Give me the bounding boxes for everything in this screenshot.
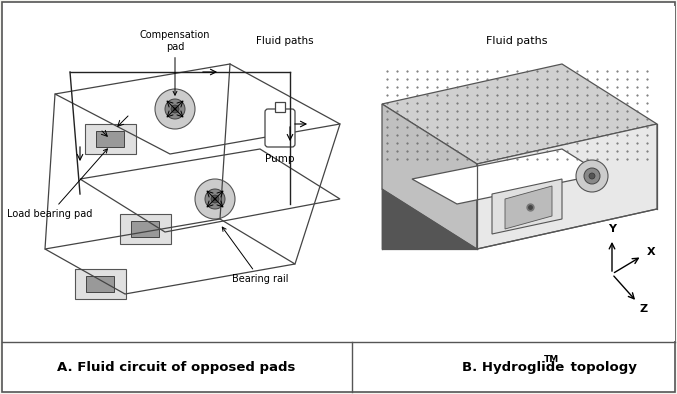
FancyBboxPatch shape	[85, 124, 135, 154]
Polygon shape	[412, 149, 602, 204]
Text: TM: TM	[544, 355, 559, 364]
Circle shape	[155, 89, 195, 129]
Bar	[353, 6, 675, 341]
FancyBboxPatch shape	[86, 276, 114, 292]
FancyBboxPatch shape	[96, 131, 124, 147]
Text: Bearing rail: Bearing rail	[222, 227, 288, 284]
Text: Z: Z	[640, 304, 648, 314]
Text: A. Fluid circuit of opposed pads: A. Fluid circuit of opposed pads	[57, 361, 295, 374]
Polygon shape	[505, 186, 552, 229]
Circle shape	[165, 99, 185, 119]
Polygon shape	[382, 104, 477, 249]
Circle shape	[576, 160, 608, 192]
Polygon shape	[492, 179, 562, 234]
Polygon shape	[382, 189, 477, 249]
FancyBboxPatch shape	[131, 221, 159, 237]
Circle shape	[205, 189, 225, 209]
Text: topology: topology	[565, 361, 636, 374]
Text: Pump: Pump	[265, 154, 294, 164]
Text: Fluid paths: Fluid paths	[486, 36, 548, 46]
Polygon shape	[477, 124, 657, 249]
Circle shape	[171, 105, 179, 113]
Polygon shape	[382, 64, 657, 164]
Text: B. Hydroglide: B. Hydroglide	[462, 361, 565, 374]
Circle shape	[589, 173, 595, 179]
FancyBboxPatch shape	[74, 269, 125, 299]
Text: Y: Y	[608, 224, 616, 234]
FancyBboxPatch shape	[120, 214, 171, 244]
Circle shape	[584, 168, 600, 184]
Text: Fluid paths: Fluid paths	[256, 36, 314, 46]
Bar	[3, 6, 351, 341]
FancyBboxPatch shape	[265, 109, 295, 147]
Circle shape	[195, 179, 235, 219]
Text: X: X	[647, 247, 655, 257]
Bar	[275, 102, 285, 112]
Text: Load bearing pad: Load bearing pad	[7, 149, 108, 219]
Text: Compensation
pad: Compensation pad	[139, 30, 211, 95]
Circle shape	[211, 195, 219, 203]
